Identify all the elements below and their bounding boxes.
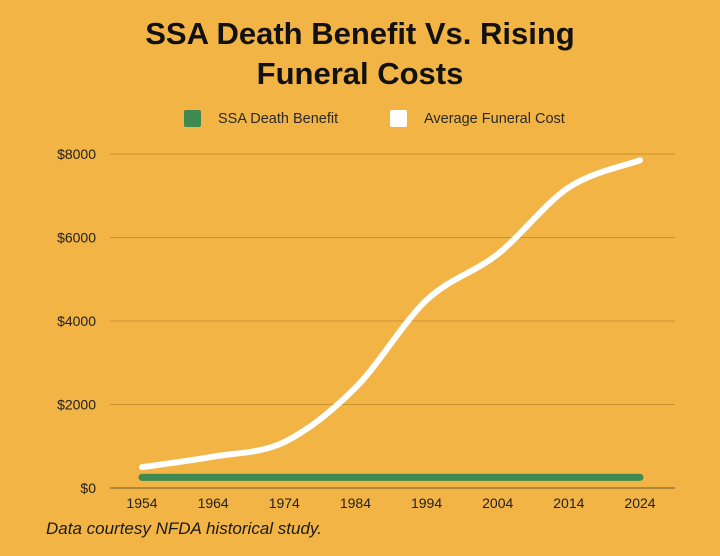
y-tick-label-6000: $6000 — [57, 230, 96, 246]
chart-title-line-1: SSA Death Benefit Vs. Rising — [145, 16, 575, 51]
legend-label-average-funeral-cost: Average Funeral Cost — [424, 110, 565, 127]
x-tick-label-1994: 1994 — [411, 495, 442, 511]
y-tick-label-0: $0 — [80, 480, 96, 496]
legend-swatch-average-funeral-cost — [390, 110, 407, 127]
x-tick-label-1964: 1964 — [198, 495, 229, 511]
footnote: Data courtesy NFDA historical study. — [46, 519, 322, 538]
x-tick-label-1954: 1954 — [126, 495, 157, 511]
x-tick-label-2024: 2024 — [624, 495, 655, 511]
series-line-average-funeral-cost — [139, 157, 643, 471]
chart-title: SSA Death Benefit Vs. Rising Funeral Cos… — [0, 14, 720, 94]
legend-label-ssa-death-benefit: SSA Death Benefit — [218, 110, 339, 127]
x-tick-label-1984: 1984 — [340, 495, 371, 511]
legend-item-ssa-death-benefit: SSA Death Benefit — [184, 110, 338, 127]
x-tick-label-1974: 1974 — [269, 495, 300, 511]
legend: SSA Death Benefit Average Funeral Cost — [0, 110, 720, 130]
chart-title-line-2: Funeral Costs — [256, 56, 464, 91]
legend-swatch-ssa-death-benefit — [184, 110, 201, 127]
legend-item-average-funeral-cost: Average Funeral Cost — [390, 110, 565, 127]
x-tick-label-2014: 2014 — [553, 495, 584, 511]
y-tick-label-4000: $4000 — [57, 313, 96, 329]
y-tick-label-8000: $8000 — [57, 146, 96, 162]
y-tick-label-2000: $2000 — [57, 397, 96, 413]
x-tick-label-2004: 2004 — [482, 495, 513, 511]
